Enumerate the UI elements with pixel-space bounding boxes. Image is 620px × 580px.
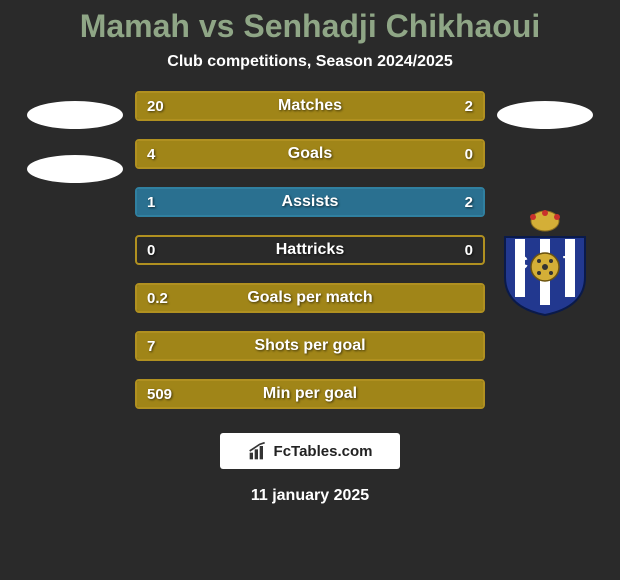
svg-text:T: T <box>563 253 574 273</box>
stat-bar: Matches20 2 <box>135 91 485 121</box>
tenerife-crest-icon: C T D <box>495 207 595 317</box>
left-column <box>15 91 135 409</box>
stat-value-left: 20 <box>147 98 164 115</box>
attribution-text: FcTables.com <box>274 443 373 460</box>
right-team-oval-1 <box>497 101 593 129</box>
stat-value-left: 7 <box>147 338 155 355</box>
stat-label: Goals per match <box>137 289 483 307</box>
stat-value-right: 2 <box>465 194 473 211</box>
stat-value-left: 1 <box>147 194 155 211</box>
stat-value-right: 0 <box>465 146 473 163</box>
stat-bar: Goals per match0.2 <box>135 283 485 313</box>
stat-bar: Assists1 2 <box>135 187 485 217</box>
left-team-oval-1 <box>27 101 123 129</box>
stat-label: Shots per goal <box>137 337 483 355</box>
chart-icon <box>248 441 268 461</box>
page-subtitle: Club competitions, Season 2024/2025 <box>167 53 452 71</box>
stats-column: Matches202Goals40Assists12Hattricks00Goa… <box>135 91 485 409</box>
stat-bar: Goals4 0 <box>135 139 485 169</box>
stat-value-right: 0 <box>465 242 473 259</box>
stat-value-left: 509 <box>147 386 172 403</box>
date-label: 11 january 2025 <box>251 487 369 505</box>
stat-bar: Hattricks0 0 <box>135 235 485 265</box>
stat-bar: Min per goal509 <box>135 379 485 409</box>
stat-bar: Shots per goal7 <box>135 331 485 361</box>
left-team-oval-2 <box>27 155 123 183</box>
svg-text:D: D <box>539 290 551 307</box>
comparison-card: Mamah vs Senhadji Chikhaoui Club competi… <box>0 0 620 580</box>
stat-value-left: 4 <box>147 146 155 163</box>
attribution-badge[interactable]: FcTables.com <box>220 433 400 469</box>
svg-text:C: C <box>515 253 528 273</box>
stat-value-left: 0.2 <box>147 290 168 307</box>
right-column: C T D <box>485 91 605 409</box>
stat-label: Assists <box>137 193 483 211</box>
stat-value-left: 0 <box>147 242 155 259</box>
stat-label: Goals <box>137 145 483 163</box>
stat-label: Matches <box>137 97 483 115</box>
stat-value-right: 2 <box>465 98 473 115</box>
page-title: Mamah vs Senhadji Chikhaoui <box>80 8 541 45</box>
content-row: Matches202Goals40Assists12Hattricks00Goa… <box>0 91 620 409</box>
stat-label: Hattricks <box>137 241 483 259</box>
stat-label: Min per goal <box>137 385 483 403</box>
